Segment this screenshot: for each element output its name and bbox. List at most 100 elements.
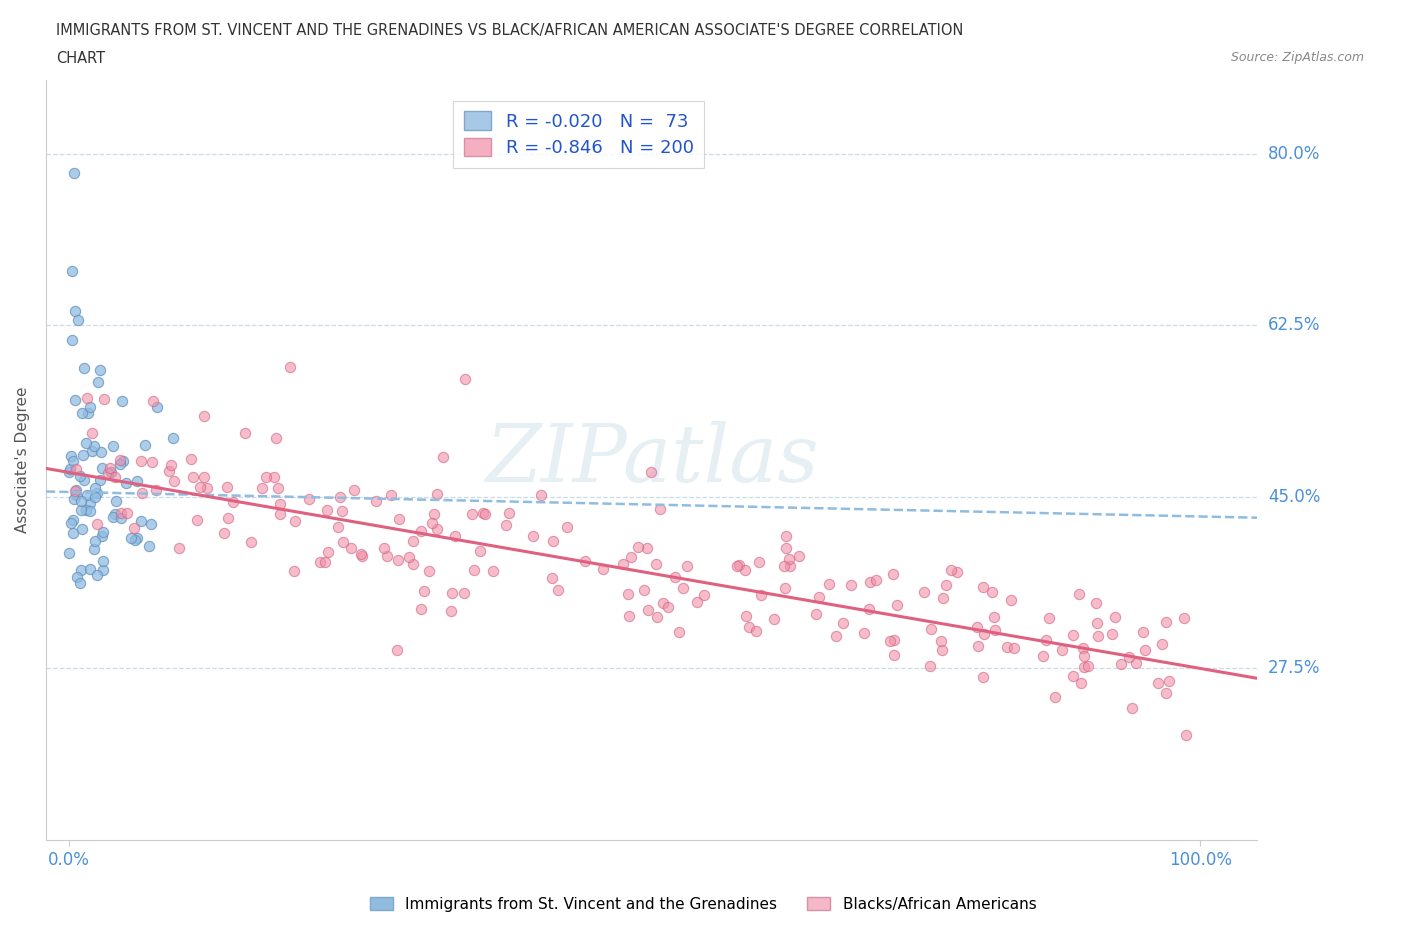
Point	[98, 460, 121, 475]
Point	[163, 474, 186, 489]
Point	[398, 550, 420, 565]
Point	[1121, 700, 1143, 715]
Point	[83, 480, 105, 495]
Point	[89, 363, 111, 378]
Point	[883, 632, 905, 647]
Point	[83, 439, 105, 454]
Point	[409, 602, 432, 617]
Point	[280, 360, 302, 375]
Point	[100, 464, 122, 479]
Point	[1000, 592, 1022, 607]
Point	[664, 569, 686, 584]
Point	[167, 540, 190, 555]
Point	[633, 583, 655, 598]
Point	[423, 506, 446, 521]
Point	[1173, 611, 1195, 626]
Point	[775, 528, 797, 543]
Point	[522, 529, 544, 544]
Point	[195, 481, 218, 496]
Point	[104, 470, 127, 485]
Point	[125, 530, 148, 545]
Point	[738, 619, 761, 634]
Point	[686, 595, 709, 610]
Point	[1087, 629, 1109, 644]
Point	[426, 486, 449, 501]
Point	[284, 514, 307, 529]
Point	[70, 405, 93, 420]
Point	[75, 502, 97, 517]
Point	[59, 461, 82, 476]
Point	[214, 525, 236, 540]
Point	[63, 166, 86, 180]
Point	[342, 483, 364, 498]
Point	[1132, 624, 1154, 639]
Point	[773, 580, 796, 595]
Point	[995, 639, 1018, 654]
Point	[574, 554, 596, 569]
Point	[240, 535, 263, 550]
Point	[612, 556, 634, 571]
Point	[180, 452, 202, 467]
Point	[217, 511, 239, 525]
Point	[111, 393, 134, 408]
Point	[420, 516, 443, 531]
Point	[129, 454, 152, 469]
Point	[858, 601, 880, 616]
Point	[657, 600, 679, 615]
Point	[157, 463, 180, 478]
Point	[883, 648, 905, 663]
Point	[329, 489, 352, 504]
Point	[912, 584, 935, 599]
Point	[728, 558, 751, 573]
Point	[58, 546, 80, 561]
Point	[983, 623, 1005, 638]
Point	[1073, 649, 1095, 664]
Point	[84, 490, 107, 505]
Point	[886, 598, 908, 613]
Point	[530, 487, 553, 502]
Point	[1073, 659, 1095, 674]
Point	[129, 513, 152, 528]
Point	[115, 506, 138, 521]
Point	[775, 540, 797, 555]
Point	[418, 564, 440, 578]
Point	[402, 534, 425, 549]
Point	[66, 312, 89, 327]
Point	[636, 540, 658, 555]
Point	[269, 506, 291, 521]
Point	[972, 670, 994, 684]
Point	[62, 492, 84, 507]
Point	[103, 439, 125, 454]
Point	[402, 556, 425, 571]
Point	[1156, 685, 1178, 700]
Point	[432, 450, 454, 465]
Point	[63, 484, 86, 498]
Point	[250, 481, 273, 496]
Legend: R = -0.020   N =  73, R = -0.846   N = 200: R = -0.020 N = 73, R = -0.846 N = 200	[453, 100, 704, 168]
Point	[65, 303, 87, 318]
Point	[62, 525, 84, 540]
Point	[131, 486, 153, 501]
Point	[66, 569, 89, 584]
Point	[824, 629, 846, 644]
Point	[461, 507, 484, 522]
Point	[413, 583, 436, 598]
Point	[193, 470, 215, 485]
Text: 27.5%: 27.5%	[1268, 659, 1320, 677]
Point	[735, 609, 758, 624]
Point	[316, 544, 339, 559]
Point	[1062, 628, 1084, 643]
Point	[145, 483, 167, 498]
Point	[69, 469, 91, 484]
Point	[139, 517, 162, 532]
Point	[672, 580, 695, 595]
Point	[474, 506, 496, 521]
Point	[79, 496, 101, 511]
Text: 62.5%: 62.5%	[1268, 316, 1320, 334]
Point	[1109, 657, 1132, 671]
Point	[330, 503, 353, 518]
Point	[254, 470, 277, 485]
Point	[91, 528, 114, 543]
Point	[364, 494, 387, 509]
Y-axis label: Associate's Degree: Associate's Degree	[15, 387, 30, 533]
